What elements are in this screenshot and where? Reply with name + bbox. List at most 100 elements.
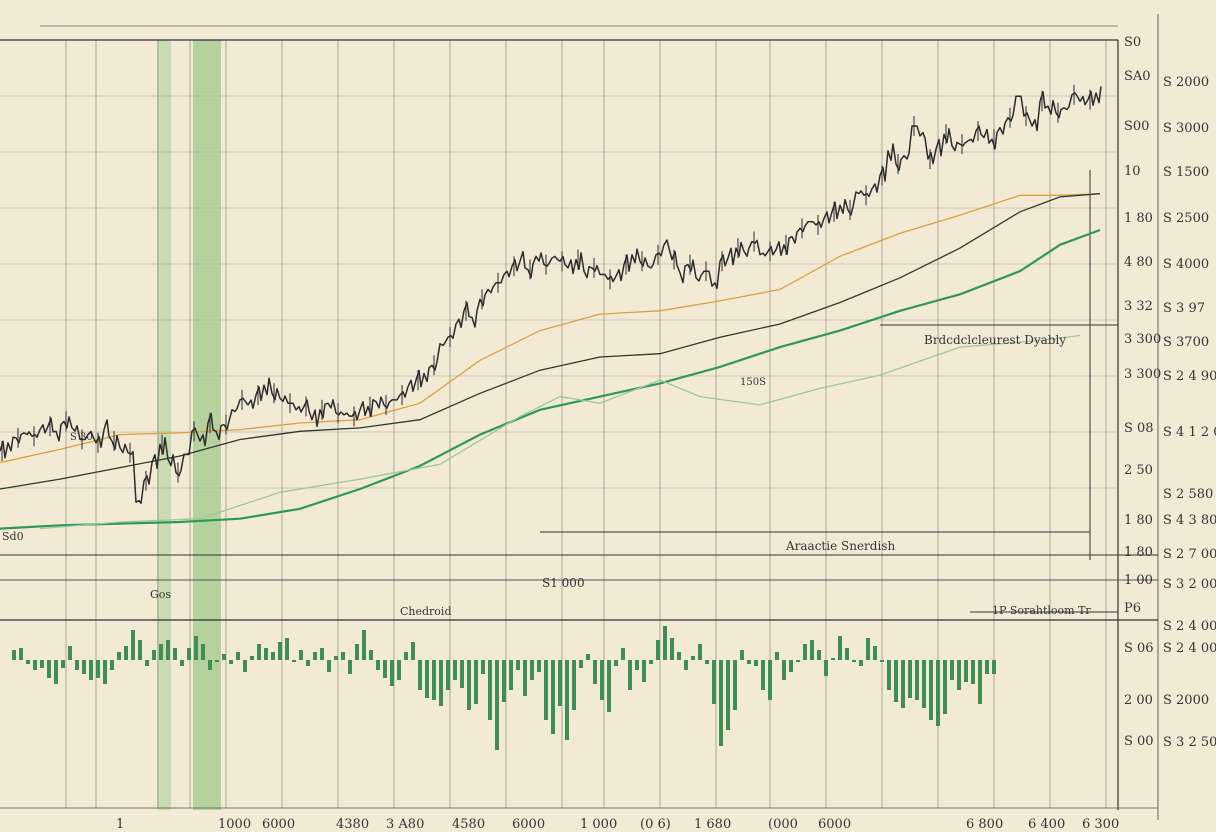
histogram-bar xyxy=(334,656,338,660)
histogram-bar xyxy=(313,652,317,660)
right-axis-inner-tick: 1 80 xyxy=(1124,211,1153,226)
histogram-bar xyxy=(838,636,842,660)
histogram-bar xyxy=(341,652,345,660)
histogram-bar xyxy=(187,648,191,660)
histogram-bar xyxy=(901,660,905,708)
histogram-bar xyxy=(502,660,506,702)
histogram-bar xyxy=(320,648,324,660)
histogram-bar xyxy=(796,660,800,662)
histogram-bar xyxy=(432,660,436,700)
x-axis-tick: 6 800 xyxy=(966,817,1003,832)
histogram-bar xyxy=(789,660,793,672)
histogram-bar xyxy=(929,660,933,720)
right-axis-outer-tick: S 2 4 00 xyxy=(1163,641,1216,656)
right-axis-inner-tick: 1 00 xyxy=(1124,573,1153,588)
histogram-bar xyxy=(936,660,940,726)
panel-label: Chedroid xyxy=(400,605,452,618)
histogram-bar xyxy=(831,658,835,660)
right-axis-outer-tick: S 1500 xyxy=(1163,165,1209,180)
histogram-bar xyxy=(173,648,177,660)
upper-legend-label: Brdcdclcleurest Dyably xyxy=(924,333,1066,347)
right-axis-inner-tick: S 00 xyxy=(1124,734,1154,749)
histogram-bar xyxy=(880,660,884,662)
right-axis-inner-tick: S0 xyxy=(1124,35,1141,50)
histogram-bar xyxy=(117,652,121,660)
x-axis-tick: 6 400 xyxy=(1028,817,1065,832)
right-axis-outer-tick: S 2500 xyxy=(1163,211,1209,226)
histogram-bar xyxy=(971,660,975,684)
right-axis-outer-tick: S 3 2 500 xyxy=(1163,735,1216,750)
lower-legend-label: Araactie Snerdish xyxy=(785,539,895,553)
x-axis-tick: (0 6) xyxy=(640,817,671,832)
histogram-bar xyxy=(747,660,751,664)
moving-average-line-1 xyxy=(0,193,1101,490)
right-axis-inner-tick: S 08 xyxy=(1124,421,1154,436)
histogram-bar xyxy=(306,660,310,666)
histogram-bar xyxy=(292,660,296,662)
histogram-bar xyxy=(383,660,387,678)
histogram-bar xyxy=(369,650,373,660)
histogram-bar xyxy=(194,636,198,660)
moving-average-lines xyxy=(0,193,1101,530)
histogram-bar xyxy=(922,660,926,708)
histogram-bar xyxy=(810,640,814,660)
histogram-bar xyxy=(159,644,163,660)
histogram-bar xyxy=(61,660,65,668)
histogram-bar xyxy=(460,660,464,688)
histogram-bar xyxy=(138,640,142,660)
histogram-bar xyxy=(362,630,366,660)
right-axis-outer-tick: S 2 7 00 xyxy=(1163,547,1216,562)
histogram-bar xyxy=(915,660,919,700)
histogram-bar xyxy=(355,644,359,660)
histogram-bar xyxy=(572,660,576,710)
right-axis-outer-tick: S 3000 xyxy=(1163,121,1209,136)
right-axis-outer-tick: S 2 580 xyxy=(1163,487,1213,502)
histogram-bar xyxy=(712,660,716,704)
histogram-bar xyxy=(474,660,478,704)
histogram-bar xyxy=(264,648,268,660)
histogram-bar xyxy=(250,656,254,660)
histogram-bar xyxy=(691,656,695,660)
histogram-bar xyxy=(180,660,184,666)
right-axis-outer-tick: S 4000 xyxy=(1163,257,1209,272)
histogram-bar xyxy=(649,660,653,664)
histogram-bar xyxy=(621,648,625,660)
histogram-bar xyxy=(628,660,632,690)
histogram-bar xyxy=(733,660,737,710)
moving-average-line-2 xyxy=(0,228,1101,530)
histogram-bar xyxy=(411,642,415,660)
small-label: Sd0 xyxy=(2,530,24,543)
histogram-bar xyxy=(439,660,443,706)
histogram-bar xyxy=(488,660,492,720)
right-axis-outer-tick: S 3 2 00 xyxy=(1163,577,1216,592)
right-axis-inner-tick: 4 80 xyxy=(1124,255,1153,270)
histogram-bar xyxy=(579,660,583,668)
histogram-bar xyxy=(768,660,772,700)
histogram-bar xyxy=(705,660,709,664)
histogram-bar xyxy=(782,660,786,680)
histogram-bar xyxy=(495,660,499,750)
histogram-bar xyxy=(201,644,205,660)
histogram-bar xyxy=(222,654,226,660)
histogram-bar xyxy=(208,660,212,670)
histogram-bar xyxy=(390,660,394,686)
histogram-bar xyxy=(992,660,996,674)
histogram-bar xyxy=(376,660,380,670)
histogram-bar xyxy=(236,652,240,660)
right-axis-inner-tick: 10 xyxy=(1124,164,1141,179)
right-axis-outer-tick: S 3700 xyxy=(1163,335,1209,350)
x-axis-tick: 1 000 xyxy=(580,817,617,832)
histogram-bar xyxy=(215,660,219,662)
histogram-bar xyxy=(523,660,527,696)
histogram-bar xyxy=(12,650,16,660)
right-axis-inner-tick: 3 300 xyxy=(1124,367,1161,382)
histogram-bar xyxy=(670,638,674,660)
histogram-bar xyxy=(950,660,954,680)
histogram-bar xyxy=(285,638,289,660)
histogram-bar xyxy=(425,660,429,698)
histogram-bar xyxy=(404,652,408,660)
right-axis-inner-tick: S00 xyxy=(1124,119,1149,134)
histogram-bar xyxy=(152,650,156,660)
histogram-bar xyxy=(516,660,520,670)
